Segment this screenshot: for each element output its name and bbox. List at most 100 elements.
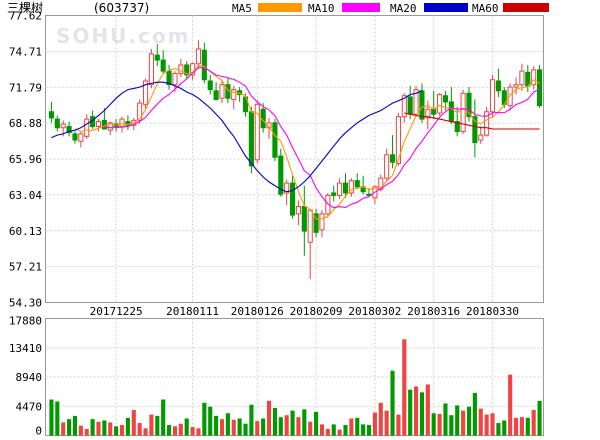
candle-body-down: [66, 126, 72, 134]
candle-body-up: [60, 123, 66, 129]
volume-bar: [519, 417, 524, 436]
candle-body-down: [525, 71, 531, 87]
volume-bar: [249, 404, 254, 436]
volume-bar: [90, 419, 95, 436]
candle-body-up: [148, 53, 154, 86]
candle-body-up: [395, 116, 401, 164]
candle-body-up: [95, 121, 102, 128]
volume-bar: [349, 418, 354, 436]
candle-body-up: [507, 86, 513, 107]
volume-bar: [119, 425, 125, 436]
volume-bar: [72, 415, 78, 436]
volume-bar: [214, 415, 219, 436]
volume-bar: [537, 400, 542, 436]
volume-bar: [372, 412, 377, 436]
volume-bar: [402, 339, 407, 436]
volume-bar: [161, 399, 166, 436]
volume-bar: [190, 426, 195, 436]
candle-body-down: [313, 213, 319, 233]
volume-bar: [61, 422, 66, 436]
volume-bar: [296, 417, 301, 436]
volume-bar: [143, 428, 148, 436]
volume-bar: [308, 421, 313, 436]
candle-body-up: [413, 89, 419, 115]
candle-body-up: [401, 95, 407, 118]
moving-averages: [51, 64, 540, 220]
price-tick-label: 60.13: [9, 225, 42, 238]
candle-body-up: [513, 84, 519, 88]
candle-body-down: [407, 96, 413, 115]
date-tick-label: 20180302: [348, 305, 401, 318]
price-tick-label: 57.21: [9, 261, 42, 274]
volume-bar: [408, 389, 413, 436]
volume-bars: [49, 339, 542, 436]
price-tick-label: 71.79: [9, 81, 42, 94]
legend-label-ma5: MA5: [232, 2, 252, 15]
volume-axis: 17880 13410 8940 4470 0: [9, 315, 42, 438]
volume-bar: [472, 392, 477, 436]
candle-body-down: [154, 54, 160, 61]
volume-bar: [102, 420, 107, 436]
candle-body-down: [225, 84, 231, 99]
candle-body-down: [184, 64, 190, 76]
candle-body-up: [137, 102, 143, 121]
candle-body-down: [354, 180, 360, 188]
date-axis: 20171225 20180111 20180126 20180209 20180302…: [90, 305, 519, 318]
date-tick-label: 20180126: [231, 305, 284, 318]
candle-body-down: [248, 111, 254, 167]
candle-body-up: [84, 118, 90, 137]
volume-bar: [366, 425, 372, 436]
candle-body-down: [54, 118, 60, 129]
candle-body-up: [219, 84, 225, 99]
candle-body-up: [142, 80, 149, 105]
candle-body-down: [419, 90, 425, 120]
candle-body-down: [213, 90, 219, 100]
candle-body-down: [290, 182, 296, 216]
price-tick-label: 63.04: [9, 189, 42, 202]
price-tick-label: 54.30: [9, 297, 42, 310]
volume-bar: [178, 423, 183, 436]
candle-body-down: [331, 192, 337, 196]
volume-bar: [243, 423, 248, 436]
candle-body-down: [472, 116, 478, 144]
candle-body-up: [195, 48, 202, 65]
candle-body-down: [537, 69, 543, 107]
price-tick-label: 74.71: [9, 45, 42, 58]
legend-label-ma60: MA60: [472, 2, 499, 15]
volume-bar: [125, 417, 130, 436]
volume-bar: [355, 417, 360, 436]
volume-bar: [237, 418, 242, 436]
price-tick-label: 77.62: [9, 10, 42, 23]
date-tick-label: 20171225: [90, 305, 143, 318]
volume-bar: [496, 423, 501, 436]
volume-bar: [502, 420, 507, 436]
volume-bar: [414, 386, 419, 436]
legend-label-ma20: MA20: [390, 2, 417, 15]
volume-bar: [461, 410, 466, 436]
volume-bar: [443, 403, 448, 436]
candle-body-down: [431, 108, 437, 115]
price-tick-label: 68.88: [9, 117, 42, 130]
candle-body-up: [119, 118, 125, 128]
legend-swatch-ma60: [503, 3, 549, 12]
candle-body-up: [307, 209, 313, 243]
volume-bar: [208, 406, 213, 436]
volume-bar: [513, 417, 519, 436]
volume-bar: [67, 419, 72, 436]
candle-body-up: [384, 154, 390, 179]
candle-body-down: [207, 80, 213, 91]
candle-body-up: [489, 79, 496, 113]
volume-bar: [137, 423, 142, 436]
volume-bar: [108, 422, 113, 436]
candle-body-down: [48, 111, 54, 119]
volume-bar: [508, 374, 513, 436]
candle-body-up: [484, 111, 490, 136]
volume-bar: [290, 410, 295, 436]
volume-bar: [55, 401, 60, 436]
price-tick-label: 65.96: [9, 153, 42, 166]
legend-swatch-ma5: [258, 3, 302, 12]
date-tick-label: 20180330: [466, 305, 519, 318]
candle-body-up: [337, 182, 343, 196]
volume-bar: [172, 426, 177, 436]
